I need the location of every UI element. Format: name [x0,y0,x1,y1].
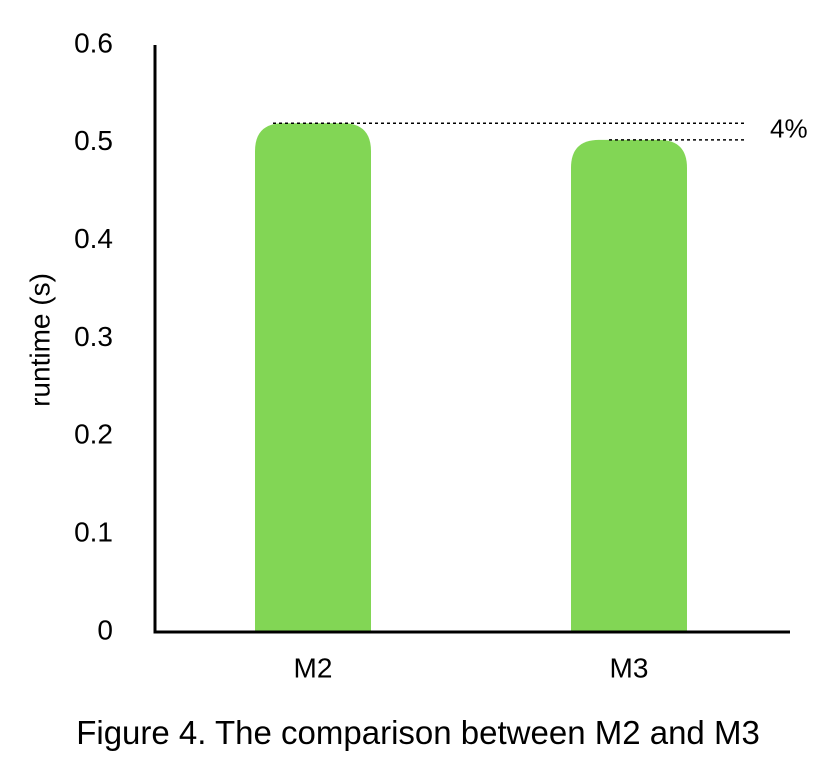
y-axis-title: runtime (s) [24,273,55,407]
y-tick-label: 0 [97,614,113,645]
x-category-labels: M2 M3 [294,652,649,683]
y-tick-label: 0.5 [74,125,113,156]
y-tick-label: 0.4 [74,223,113,254]
x-category-label: M2 [294,652,333,683]
axes [153,45,790,634]
bar-m3 [571,139,687,633]
bar-m2 [255,123,371,633]
difference-label: 4% [770,113,808,143]
difference-annotation: 4% [273,113,808,143]
y-tick-label: 0.2 [74,419,113,450]
y-tick-labels: 0 0.1 0.2 0.3 0.4 0.5 0.6 [74,27,113,645]
figure-caption: Figure 4. The comparison between M2 and … [76,714,760,751]
bar-chart: 0 0.1 0.2 0.3 0.4 0.5 0.6 4% M2 M3 runtime (s) [24,27,808,683]
x-category-label: M3 [610,652,649,683]
y-tick-label: 0.6 [74,27,113,58]
bars [255,123,687,633]
y-tick-label: 0.1 [74,517,113,548]
y-tick-label: 0.3 [74,321,113,352]
